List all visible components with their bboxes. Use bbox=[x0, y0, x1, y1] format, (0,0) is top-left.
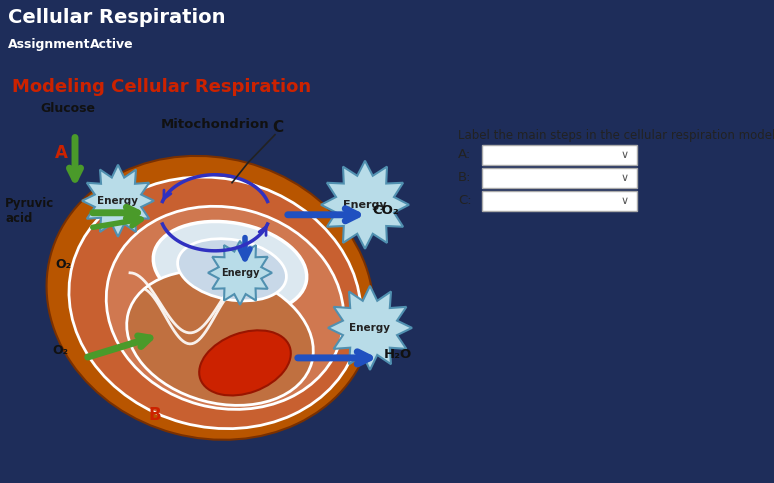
Text: Mitochondrion: Mitochondrion bbox=[161, 118, 269, 131]
Ellipse shape bbox=[127, 270, 313, 405]
Ellipse shape bbox=[153, 222, 307, 314]
Text: Cellular Respiration: Cellular Respiration bbox=[8, 8, 225, 27]
Polygon shape bbox=[321, 161, 409, 249]
Text: B: B bbox=[148, 406, 161, 424]
Text: C:: C: bbox=[458, 194, 471, 207]
Text: ∨: ∨ bbox=[621, 173, 629, 183]
Text: Energy: Energy bbox=[350, 323, 391, 333]
Text: O₂: O₂ bbox=[55, 258, 71, 271]
Text: Assignment: Assignment bbox=[8, 38, 91, 51]
Text: ∨: ∨ bbox=[621, 196, 629, 206]
Ellipse shape bbox=[199, 330, 291, 396]
Text: B:: B: bbox=[458, 171, 471, 184]
Text: Label the main steps in the cellular respiration model.: Label the main steps in the cellular res… bbox=[458, 128, 774, 142]
Text: C: C bbox=[272, 120, 283, 135]
Polygon shape bbox=[82, 165, 154, 237]
Text: A: A bbox=[55, 144, 68, 162]
Text: Energy: Energy bbox=[343, 200, 387, 210]
Text: Energy: Energy bbox=[221, 268, 259, 278]
Text: Glucose: Glucose bbox=[40, 102, 95, 114]
Text: Active: Active bbox=[90, 38, 134, 51]
FancyBboxPatch shape bbox=[482, 168, 637, 188]
Ellipse shape bbox=[69, 177, 361, 429]
Ellipse shape bbox=[106, 206, 344, 410]
Text: A:: A: bbox=[458, 148, 471, 161]
FancyBboxPatch shape bbox=[482, 191, 637, 211]
Ellipse shape bbox=[46, 156, 373, 440]
Ellipse shape bbox=[177, 239, 286, 301]
FancyBboxPatch shape bbox=[482, 145, 637, 165]
Text: ∨: ∨ bbox=[621, 150, 629, 160]
Polygon shape bbox=[208, 241, 272, 305]
Polygon shape bbox=[328, 286, 412, 370]
Text: CO₂: CO₂ bbox=[372, 204, 399, 217]
Text: Modeling Cellular Respiration: Modeling Cellular Respiration bbox=[12, 78, 311, 96]
Text: Pyruvic
acid: Pyruvic acid bbox=[5, 197, 54, 225]
Text: H₂O: H₂O bbox=[384, 348, 413, 361]
Text: O₂: O₂ bbox=[52, 344, 68, 357]
Text: Energy: Energy bbox=[98, 196, 139, 206]
